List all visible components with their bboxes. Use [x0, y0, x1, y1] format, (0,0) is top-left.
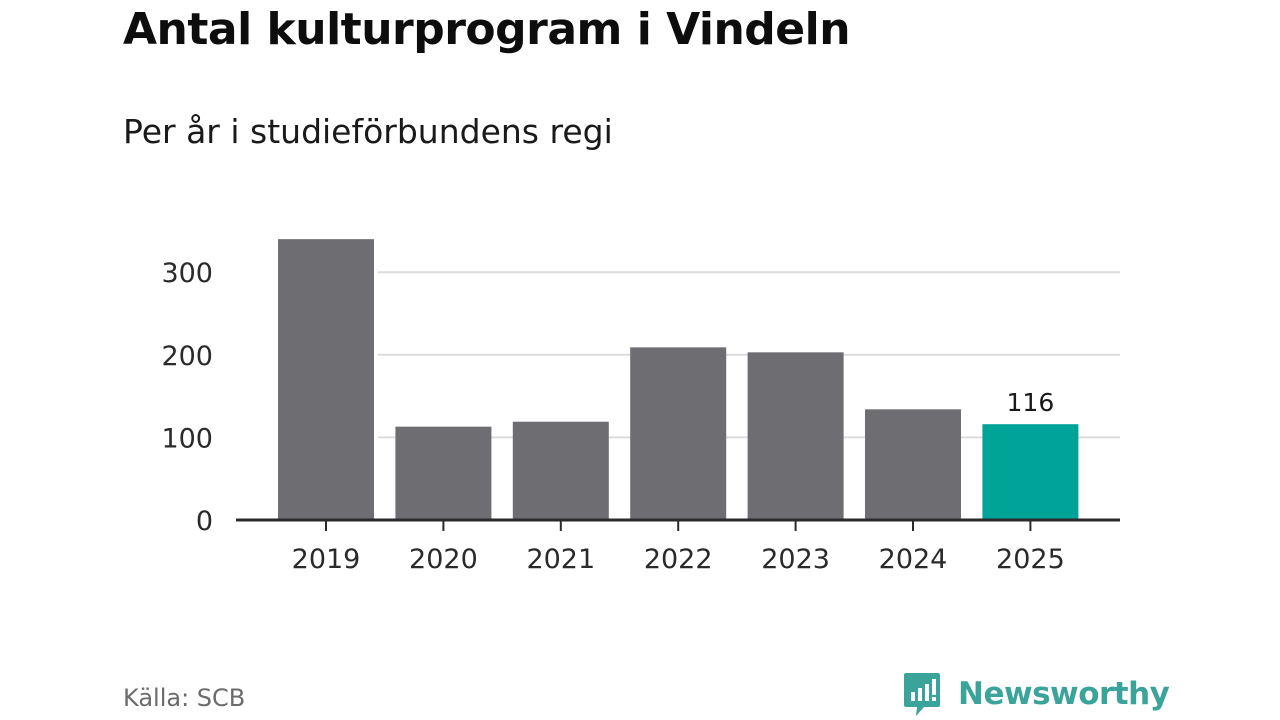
bar	[865, 409, 961, 520]
y-tick-label: 100	[161, 423, 213, 454]
x-tick-label: 2020	[409, 544, 478, 575]
x-tick-label: 2019	[292, 544, 361, 575]
x-tick-label: 2021	[526, 544, 595, 575]
bar	[512, 421, 609, 520]
x-tick-label: 2025	[996, 544, 1065, 575]
y-tick-label: 300	[161, 258, 213, 289]
chart-subtitle: Per år i studieförbundens regi	[123, 112, 613, 151]
bar	[747, 352, 844, 520]
bar	[982, 424, 1079, 520]
y-tick-label: 200	[161, 341, 213, 372]
y-tick-label: 0	[196, 506, 213, 537]
brand-logo: Newsworthy	[902, 670, 1170, 718]
bar	[395, 426, 492, 520]
x-tick-label: 2022	[644, 544, 713, 575]
chart-title: Antal kulturprogram i Vindeln	[123, 4, 851, 55]
x-tick-label: 2024	[879, 544, 948, 575]
brand-name: Newsworthy	[958, 676, 1170, 712]
bar	[278, 239, 374, 520]
data-label: 116	[1007, 388, 1055, 417]
source-label: Källa: SCB	[123, 684, 246, 712]
x-tick-label: 2023	[761, 544, 830, 575]
newsworthy-logo-icon	[904, 673, 940, 716]
bar	[630, 347, 727, 520]
